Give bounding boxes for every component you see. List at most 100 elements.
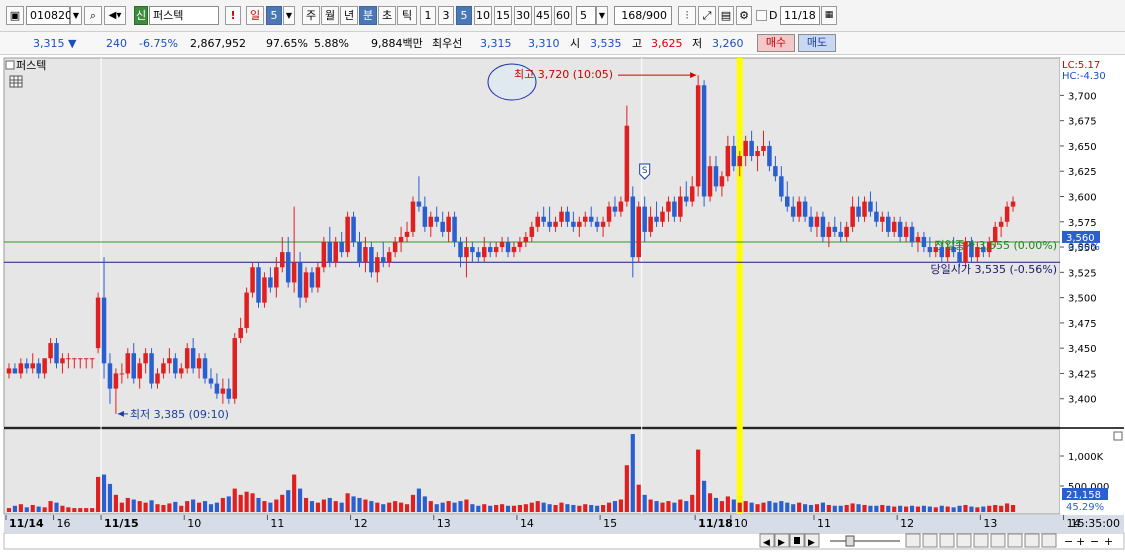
price-tick-label: 3,675	[1068, 117, 1097, 128]
save-icon[interactable]: ▤	[718, 6, 734, 25]
current-price-box	[1062, 230, 1100, 243]
volume-bar	[939, 505, 944, 512]
candle-body	[268, 277, 273, 288]
candle-body	[339, 242, 344, 253]
interval-3[interactable]: 3	[438, 6, 454, 25]
candle-body	[820, 216, 826, 237]
volume-tick-label: 500,000	[1068, 482, 1109, 493]
zoom-slider-handle[interactable]	[845, 535, 855, 547]
candle-body	[1004, 206, 1010, 222]
interval-45[interactable]: 45	[534, 6, 552, 25]
gear-icon[interactable]: ⚙	[736, 6, 752, 25]
interval-30[interactable]: 30	[514, 6, 532, 25]
indicator-icon[interactable]: ⤢	[698, 6, 716, 25]
tab-year[interactable]: 년	[340, 6, 358, 25]
candle-body	[957, 252, 962, 263]
candle-body	[684, 196, 689, 202]
current-bar-highlight	[736, 58, 743, 514]
scroll-next-icon[interactable]: ▶	[808, 538, 815, 548]
date-input[interactable]: 11/18	[780, 6, 820, 25]
count-display[interactable]: 168/900	[614, 6, 672, 25]
window-menu-icon[interactable]: ▣	[6, 6, 24, 25]
volume-pct-label: 45.29%	[1066, 502, 1104, 513]
interval-select[interactable]: 5	[576, 6, 596, 25]
candle-type-icon[interactable]: ⫶	[678, 6, 696, 25]
zoom-out-icon[interactable]: −	[1064, 535, 1073, 548]
code-dropdown-icon[interactable]: ▼	[70, 6, 82, 25]
day-count-dropdown-icon[interactable]: ▼	[283, 6, 295, 25]
crosshair-icon[interactable]	[922, 533, 938, 548]
candle-body	[945, 247, 950, 258]
candle-body	[838, 231, 843, 237]
cursor-icon[interactable]	[905, 533, 921, 548]
stop-icon[interactable]	[794, 537, 800, 544]
volume-bar	[161, 504, 166, 512]
candle-body	[232, 338, 237, 399]
tab-second[interactable]: 초	[378, 6, 396, 25]
draw-line-icon[interactable]	[939, 533, 955, 548]
fib-tool-icon[interactable]	[990, 533, 1006, 548]
volume-bar	[559, 502, 564, 512]
zoom-in-icon[interactable]: +	[1076, 535, 1085, 548]
volume-bar	[399, 502, 404, 512]
interval-15[interactable]: 15	[494, 6, 512, 25]
candle-body	[297, 262, 303, 298]
speaker-icon[interactable]: ◀▾	[104, 6, 126, 25]
date-checkbox[interactable]	[756, 10, 767, 21]
tab-tick[interactable]: 틱	[397, 6, 417, 25]
volume-bar	[571, 504, 576, 512]
interval-10[interactable]: 10	[474, 6, 492, 25]
volume-bar	[416, 488, 421, 512]
candle-body	[398, 236, 404, 242]
alert-button[interactable]: !	[225, 6, 241, 25]
volume-bar	[143, 502, 148, 512]
zoom-reset-icon[interactable]: −	[1090, 535, 1099, 548]
stock-name-field[interactable]: 퍼스텍	[149, 6, 219, 25]
candle-body	[214, 383, 220, 394]
play-icon[interactable]: ▶	[778, 538, 785, 548]
volume-bar	[826, 504, 831, 512]
candle-body	[850, 206, 855, 227]
volume-pane-close-icon[interactable]	[1113, 431, 1123, 441]
date-tick-label: 15	[603, 517, 617, 530]
magnet-icon[interactable]	[1024, 533, 1040, 548]
interval-60[interactable]: 60	[554, 6, 572, 25]
interval-dropdown-icon[interactable]: ▼	[596, 6, 608, 25]
grid-toggle-icon[interactable]	[9, 75, 23, 88]
volume-bar	[933, 507, 938, 512]
ruler-icon[interactable]	[1007, 533, 1023, 548]
search-icon[interactable]: ⌕	[84, 6, 102, 25]
candle-body	[963, 242, 968, 263]
candle-body	[24, 363, 30, 369]
candlestick-chart[interactable]: 최고 3,720 (10:05) 최저 3,385 (09:10) 전일종가 3,5…	[0, 56, 1125, 551]
interval-1[interactable]: 1	[420, 6, 436, 25]
candle-body	[933, 247, 939, 253]
sell-button[interactable]: 매도	[798, 34, 836, 52]
stock-code-input[interactable]: 010820	[26, 6, 72, 25]
tab-week[interactable]: 주	[302, 6, 320, 25]
scroll-controls[interactable]: ◀ ▶ ▶ − + − +	[759, 533, 1113, 548]
price-change: 240	[106, 37, 127, 50]
tab-minute[interactable]: 분	[359, 6, 377, 25]
chart-title: 퍼스텍	[16, 59, 46, 72]
tab-month[interactable]: 월	[321, 6, 339, 25]
date-tick-label: 11/14	[9, 517, 44, 530]
scroll-prev-icon[interactable]: ◀	[763, 538, 770, 548]
text-tool-icon[interactable]	[973, 533, 989, 548]
candle-body	[969, 242, 974, 258]
day-count[interactable]: 5	[266, 6, 282, 25]
tab-day[interactable]: 일	[246, 6, 264, 25]
bottom-controls	[3, 532, 1125, 550]
buy-button[interactable]: 매수	[757, 34, 795, 52]
calendar-icon[interactable]: ▦	[821, 6, 837, 25]
candle-body	[72, 358, 77, 360]
eraser-icon[interactable]	[1041, 533, 1057, 548]
candle-body	[612, 206, 618, 212]
scroll-end-icon[interactable]: +	[1104, 535, 1113, 548]
candle-body	[161, 363, 166, 374]
volume-bar	[880, 504, 885, 512]
interval-5[interactable]: 5	[456, 6, 472, 25]
draw-shape-icon[interactable]	[956, 533, 972, 548]
volume-bar	[945, 506, 950, 512]
volume-bar	[422, 496, 427, 512]
